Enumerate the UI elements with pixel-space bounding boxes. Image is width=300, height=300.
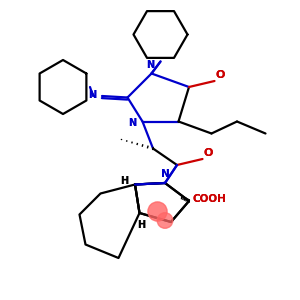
Text: O: O — [216, 70, 225, 80]
Text: O: O — [204, 148, 213, 158]
Circle shape — [148, 202, 167, 221]
Text: H: H — [137, 220, 145, 230]
Text: COOH: COOH — [193, 194, 226, 204]
Circle shape — [157, 213, 173, 228]
Text: H: H — [120, 176, 128, 187]
Text: N: N — [160, 169, 169, 179]
Text: N: N — [128, 118, 136, 128]
Text: N: N — [146, 60, 154, 70]
Text: COOH: COOH — [193, 194, 226, 204]
Text: N: N — [146, 60, 154, 70]
Text: H: H — [120, 176, 128, 187]
Text: N: N — [88, 89, 96, 100]
Text: N: N — [88, 89, 96, 100]
Text: O: O — [204, 148, 213, 158]
Text: H: H — [137, 220, 145, 230]
Text: N: N — [160, 169, 169, 179]
Text: N: N — [128, 118, 136, 128]
Text: O: O — [216, 70, 225, 80]
